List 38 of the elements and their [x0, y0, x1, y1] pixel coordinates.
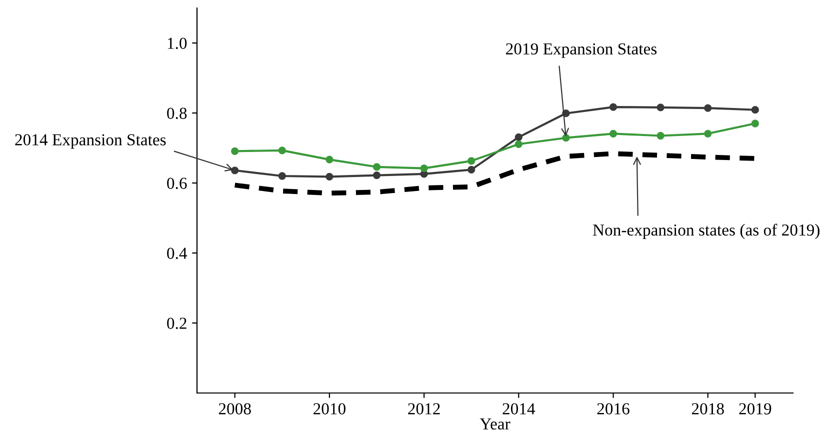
- point: [751, 106, 759, 114]
- annotation: 2014 Expansion States: [15, 134, 166, 149]
- point: [326, 156, 334, 164]
- point: [704, 104, 712, 112]
- y-tick-label: 1.0: [168, 38, 187, 50]
- x-axis-title: Year: [480, 418, 510, 430]
- x-tick-label: 2014: [502, 403, 536, 414]
- point: [468, 166, 476, 174]
- y-tick-label: 0.6: [167, 178, 187, 190]
- point: [231, 147, 239, 155]
- point: [278, 146, 286, 154]
- x-tick-label: 2016: [597, 403, 630, 414]
- x-tick-label: 2008: [218, 403, 251, 414]
- point: [609, 130, 618, 138]
- y-tick-label: 0.4: [167, 248, 188, 260]
- annotation: 2019 Expansion States: [506, 43, 657, 58]
- point: [372, 163, 381, 171]
- point: [751, 120, 759, 128]
- point: [420, 164, 428, 172]
- y-tick-label: 0.8: [167, 108, 187, 120]
- x-tick-label: 2010: [314, 403, 346, 414]
- point: [326, 172, 334, 181]
- x-tick-label: 2018: [692, 403, 724, 414]
- point: [468, 157, 476, 165]
- annotation: Non-expansion states (as of 2019): [592, 224, 820, 240]
- point: [231, 166, 239, 174]
- y-tick-label: 0.2: [167, 318, 186, 330]
- point: [372, 171, 381, 180]
- point: [656, 132, 664, 140]
- point: [562, 134, 570, 142]
- x-tick-label: 2019: [739, 403, 772, 414]
- point: [704, 130, 712, 138]
- point: [609, 103, 618, 111]
- point: [514, 140, 522, 148]
- x-tick-label: 2012: [408, 403, 440, 414]
- point: [656, 104, 664, 112]
- point: [514, 133, 522, 141]
- point: [278, 172, 286, 180]
